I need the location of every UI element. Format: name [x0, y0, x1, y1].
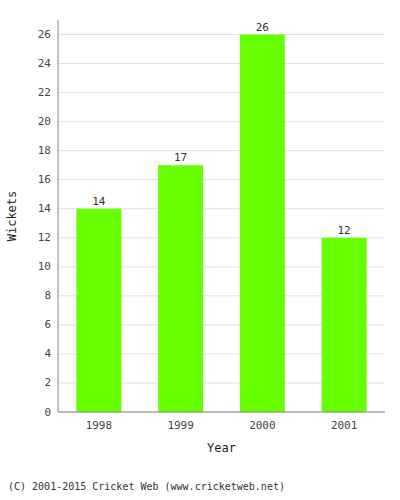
data-label: 14 [92, 195, 106, 208]
y-tick-label: 2 [44, 376, 51, 389]
x-tick-label: 2000 [249, 419, 276, 432]
x-axis-line [58, 412, 385, 413]
grid-line [58, 121, 385, 122]
x-tick-label: 1998 [86, 419, 113, 432]
y-tick-label: 14 [38, 202, 52, 215]
y-tick-label: 12 [38, 231, 51, 244]
y-tick-label: 6 [44, 318, 51, 331]
grid-line [58, 150, 385, 151]
x-axis-ticks: 1998 1999 2000 2001 [86, 419, 358, 432]
grid [58, 35, 385, 412]
x-tick-label: 2001 [331, 419, 358, 432]
y-tick-label: 20 [38, 115, 51, 128]
bar [76, 209, 121, 412]
y-tick-label: 16 [38, 173, 51, 186]
y-axis-ticks: 02468101214161820222426 [38, 28, 52, 418]
y-tick-label: 26 [38, 28, 51, 41]
grid-line [58, 63, 385, 64]
y-tick-label: 4 [44, 347, 51, 360]
grid-line [58, 179, 385, 180]
chart-container: 0246810121416182022242614172612199819992… [0, 0, 400, 500]
data-labels: 14 17 26 12 [92, 21, 351, 237]
y-tick-label: 22 [38, 86, 51, 99]
y-axis-label: Wickets [5, 191, 19, 242]
bar [322, 238, 367, 412]
y-axis-line [58, 20, 59, 412]
bars [76, 35, 366, 412]
y-tick-label: 10 [38, 260, 51, 273]
bar [158, 165, 203, 412]
y-tick-label: 24 [38, 57, 52, 70]
y-tick-label: 0 [44, 406, 51, 419]
y-tick-label: 18 [38, 144, 51, 157]
y-tick-label: 8 [44, 289, 51, 302]
x-tick-label: 1999 [167, 419, 194, 432]
grid-line [58, 412, 385, 413]
data-label: 26 [256, 21, 269, 34]
grid-line [58, 34, 385, 35]
x-axis-label: Year [207, 441, 236, 455]
data-label: 17 [174, 151, 187, 164]
caption: (C) 2001-2015 Cricket Web (www.cricketwe… [8, 481, 285, 492]
bar [240, 35, 285, 412]
data-label: 12 [338, 224, 351, 237]
chart-svg: 0246810121416182022242614172612199819992… [0, 0, 400, 500]
grid-line [58, 92, 385, 93]
